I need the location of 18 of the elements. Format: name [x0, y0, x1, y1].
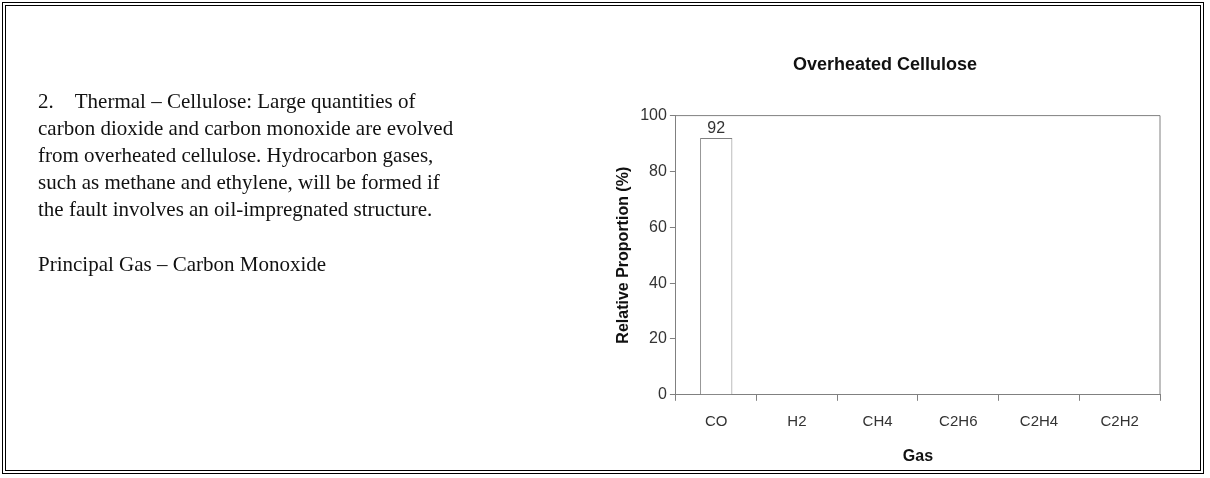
- x-tick-label: C2H2: [1100, 411, 1139, 429]
- text: 2. Thermal – Cellulose: Large quantities of carbon dioxide and carbon monoxide are evolved from overheated cellulose. Hydrocarbon gases, such as methane and ethylene, will be formed if the fault involves an oil-impregnated structure.: [38, 88, 455, 223]
- x-tick-label: H2: [787, 411, 807, 429]
- y-tick-label: 80: [649, 161, 667, 179]
- y-tick-label: 20: [649, 329, 667, 347]
- text: Principal Gas – Carbon Monoxide: [38, 251, 328, 278]
- y-tick-label: 100: [640, 106, 667, 124]
- y-axis-title: Relative Proportion (%): [614, 166, 632, 344]
- y-tick-label: 40: [649, 273, 667, 291]
- x-tick-label: CO: [704, 411, 728, 429]
- x-tick-label: C2H4: [1019, 411, 1059, 429]
- x-tick-label: C2H6: [939, 411, 978, 429]
- y-tick-label: 0: [657, 385, 667, 403]
- x-axis-title: Gas: [902, 446, 934, 464]
- y-tick-label: 60: [649, 217, 667, 235]
- data-label: 92: [707, 119, 726, 137]
- x-tick-label: CH4: [862, 411, 893, 429]
- chart-title: Overheated Cellulose: [792, 53, 978, 74]
